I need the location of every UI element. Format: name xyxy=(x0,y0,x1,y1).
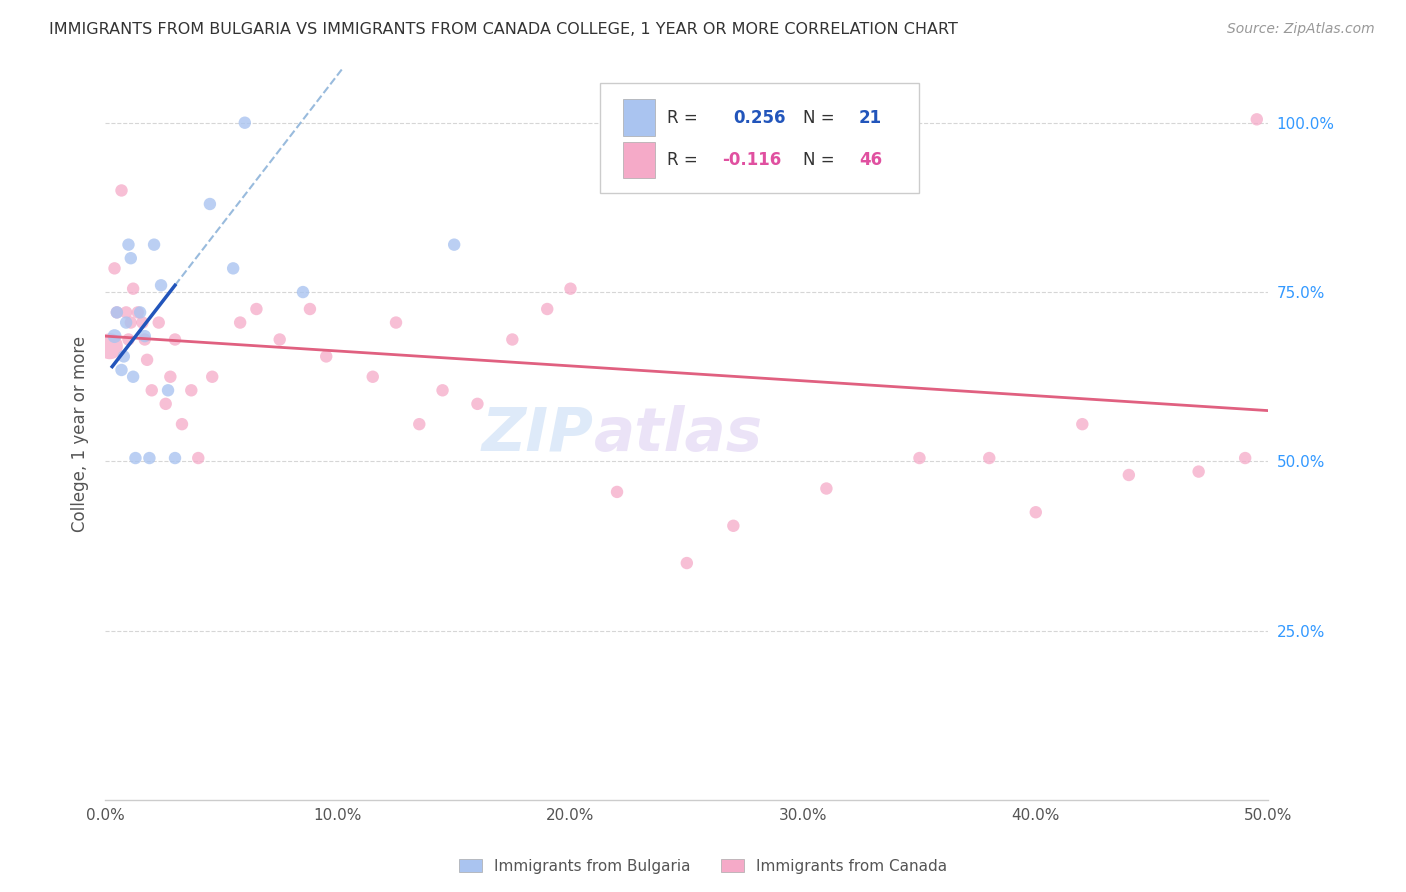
Point xyxy=(157,384,180,398)
Point xyxy=(127,305,149,319)
Point xyxy=(361,369,384,384)
Text: R =: R = xyxy=(666,151,697,169)
Legend: Immigrants from Bulgaria, Immigrants from Canada: Immigrants from Bulgaria, Immigrants fro… xyxy=(453,853,953,880)
Text: Source: ZipAtlas.com: Source: ZipAtlas.com xyxy=(1227,22,1375,37)
Point xyxy=(187,451,209,466)
Text: 46: 46 xyxy=(859,151,882,169)
Point xyxy=(1118,467,1140,482)
Point xyxy=(245,301,267,316)
Point xyxy=(1025,505,1047,519)
FancyBboxPatch shape xyxy=(599,83,920,193)
Point xyxy=(233,116,256,130)
Text: 0.256: 0.256 xyxy=(734,109,786,127)
Point xyxy=(291,285,314,299)
Point xyxy=(134,333,156,347)
Point xyxy=(201,369,224,384)
Point xyxy=(1188,465,1211,479)
Point xyxy=(131,316,153,330)
Point xyxy=(148,316,170,330)
Point xyxy=(723,518,745,533)
Point xyxy=(103,329,125,343)
Point xyxy=(315,350,337,364)
Point xyxy=(115,305,138,319)
Point xyxy=(467,397,489,411)
Point xyxy=(155,397,177,411)
Point xyxy=(180,384,202,398)
Point xyxy=(560,282,582,296)
Point xyxy=(979,451,1001,466)
Point xyxy=(501,333,523,347)
Point xyxy=(134,329,156,343)
Point xyxy=(385,316,408,330)
Point xyxy=(1246,112,1268,127)
Point xyxy=(136,352,159,367)
Text: N =: N = xyxy=(803,109,835,127)
Point xyxy=(536,301,558,316)
Point xyxy=(110,363,132,377)
Point xyxy=(222,261,245,276)
Point xyxy=(110,184,132,198)
Point xyxy=(138,451,160,466)
Text: atlas: atlas xyxy=(593,405,763,464)
Point xyxy=(117,237,139,252)
Point xyxy=(815,482,838,496)
Point xyxy=(229,316,252,330)
Point xyxy=(408,417,430,432)
Text: IMMIGRANTS FROM BULGARIA VS IMMIGRANTS FROM CANADA COLLEGE, 1 YEAR OR MORE CORRE: IMMIGRANTS FROM BULGARIA VS IMMIGRANTS F… xyxy=(49,22,957,37)
Point xyxy=(98,339,121,353)
FancyBboxPatch shape xyxy=(623,142,655,178)
Point xyxy=(143,237,166,252)
Point xyxy=(105,305,128,319)
Point xyxy=(198,197,221,211)
FancyBboxPatch shape xyxy=(623,99,655,136)
Point xyxy=(298,301,321,316)
Point xyxy=(1071,417,1094,432)
Point xyxy=(606,484,628,499)
Text: R =: R = xyxy=(666,109,697,127)
Text: N =: N = xyxy=(803,151,835,169)
Y-axis label: College, 1 year or more: College, 1 year or more xyxy=(72,336,89,533)
Point xyxy=(112,350,135,364)
Point xyxy=(675,556,697,570)
Point xyxy=(443,237,465,252)
Point xyxy=(120,251,142,265)
Point xyxy=(159,369,181,384)
Point xyxy=(120,316,142,330)
Point xyxy=(150,278,173,293)
Point xyxy=(115,316,138,330)
Text: -0.116: -0.116 xyxy=(721,151,780,169)
Text: 21: 21 xyxy=(859,109,882,127)
Point xyxy=(1234,451,1257,466)
Point xyxy=(105,305,128,319)
Point xyxy=(122,369,145,384)
Point xyxy=(129,305,152,319)
Point xyxy=(163,333,186,347)
Point xyxy=(141,384,163,398)
Text: ZIP: ZIP xyxy=(482,405,593,464)
Point xyxy=(124,451,146,466)
Point xyxy=(170,417,193,432)
Point xyxy=(117,333,139,347)
Point xyxy=(103,261,125,276)
Point xyxy=(908,451,931,466)
Point xyxy=(163,451,186,466)
Point xyxy=(122,282,145,296)
Point xyxy=(269,333,291,347)
Point xyxy=(432,384,454,398)
